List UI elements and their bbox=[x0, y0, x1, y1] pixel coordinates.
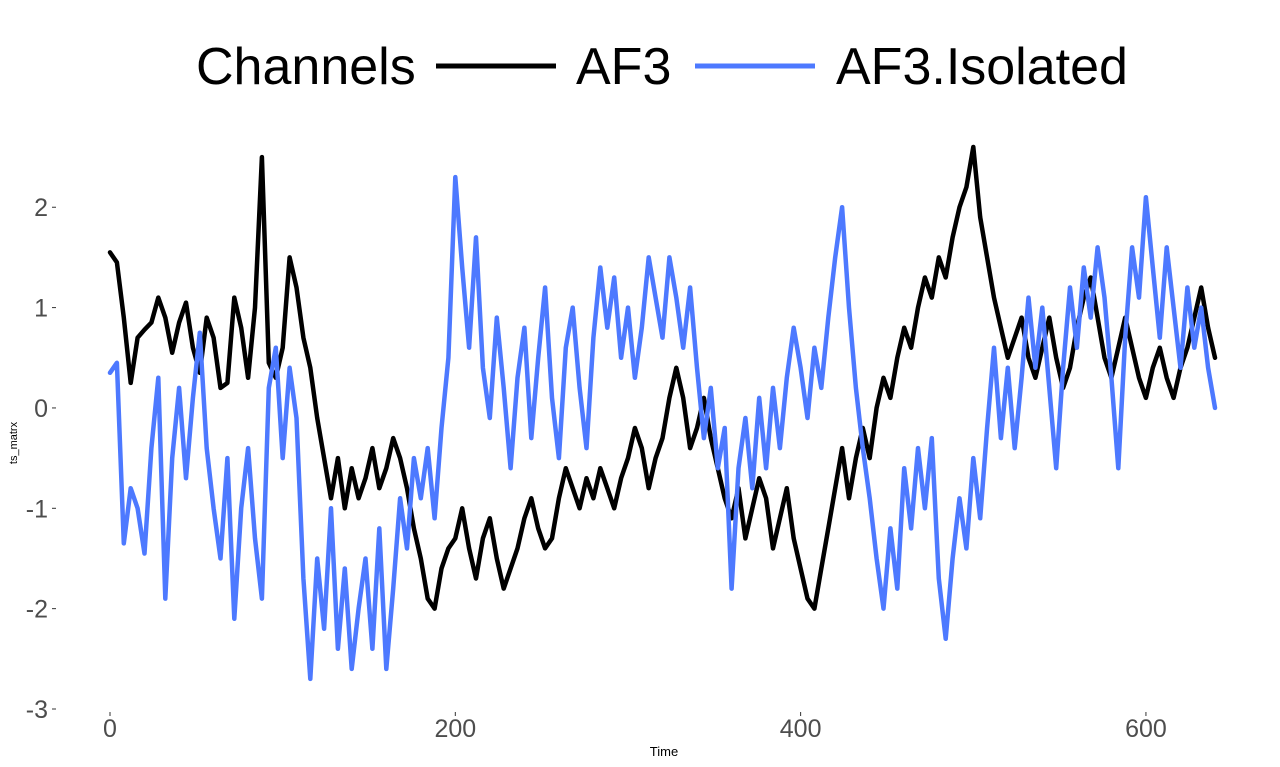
legend-label-af3-isolated: AF3.Isolated bbox=[836, 38, 1128, 96]
y-tick-label: -1 bbox=[26, 495, 48, 523]
x-tick-label: 200 bbox=[434, 715, 476, 743]
series-line-af3-isolated bbox=[107, 174, 1218, 682]
legend-title: Channels bbox=[196, 38, 416, 96]
x-tick-label: 600 bbox=[1125, 715, 1167, 743]
x-axis: 0 200 400 600 bbox=[103, 712, 1167, 743]
y-tick-label: 2 bbox=[34, 194, 48, 222]
series-layer bbox=[107, 144, 1218, 682]
y-tick-label: 1 bbox=[34, 295, 48, 323]
legend: Channels AF3 AF3.Isolated bbox=[196, 38, 1128, 96]
legend-label-af3: AF3 bbox=[576, 38, 671, 96]
y-tick-label: 0 bbox=[34, 395, 48, 423]
y-axis-title: ts_matrx bbox=[8, 421, 20, 464]
series-line-af3 bbox=[107, 144, 1218, 611]
x-tick-label: 400 bbox=[780, 715, 822, 743]
y-tick-label: -3 bbox=[26, 696, 48, 724]
x-tick-label: 0 bbox=[103, 715, 117, 743]
x-axis-title: Time bbox=[650, 744, 678, 759]
y-tick-label: -2 bbox=[26, 596, 48, 624]
y-axis: -3 -2 -1 0 1 2 bbox=[26, 194, 56, 724]
